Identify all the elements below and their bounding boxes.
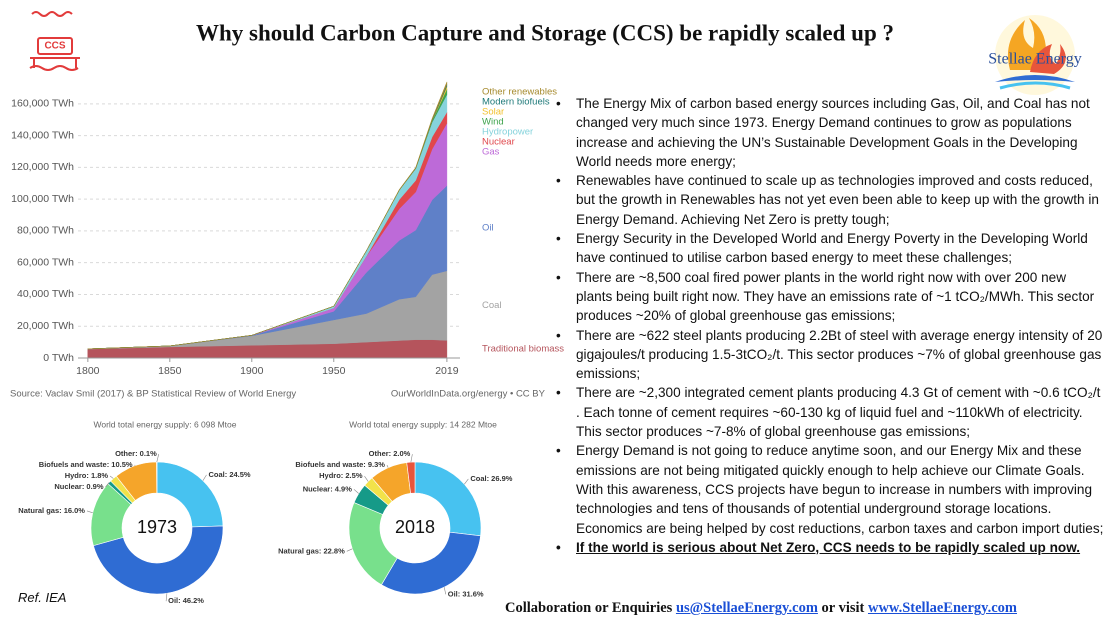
- x-tick-label: 1900: [240, 365, 264, 377]
- bullet: There are ~8,500 coal fired power plants…: [556, 268, 1106, 326]
- series-label: Coal: [482, 300, 502, 311]
- slice-label: Natural gas: 22.8%: [278, 546, 345, 555]
- leader-line: [105, 482, 110, 488]
- reference: Ref. IEA: [18, 590, 67, 605]
- pie-center-label: 1973: [137, 517, 177, 537]
- slice-label: Biofuels and waste: 9.3%: [295, 460, 385, 469]
- leader-line: [156, 453, 160, 463]
- bullet: The Energy Mix of carbon based energy so…: [556, 94, 1106, 171]
- x-tick-label: 2019: [435, 365, 459, 377]
- series-label: Modern biofuels: [482, 97, 550, 108]
- chart-credit: OurWorldInData.org/energy • CC BY: [391, 389, 546, 400]
- y-tick-label: 80,000 TWh: [17, 225, 74, 237]
- series-label: Oil: [482, 223, 494, 234]
- footer-text: Collaboration or Enquiries: [505, 600, 673, 616]
- pie-title: World total energy supply: 14 282 Mtoe: [349, 419, 497, 429]
- pie-slice: [380, 531, 481, 595]
- slice-label: Nuclear: 0.9%: [54, 482, 104, 491]
- series-label: Nuclear: [482, 137, 515, 148]
- series-label: Wind: [482, 117, 504, 128]
- y-tick-label: 100,000 TWh: [11, 193, 74, 205]
- y-tick-label: 140,000 TWh: [11, 129, 74, 141]
- series-label: Other renewables: [482, 87, 557, 98]
- leader-line: [353, 489, 359, 494]
- leader-line: [134, 464, 136, 466]
- leader-line: [464, 478, 469, 485]
- pie-slice: [156, 461, 224, 528]
- pie-title: World total energy supply: 6 098 Mtoe: [93, 419, 236, 429]
- footer-text: or visit: [821, 600, 865, 616]
- bullet: There are ~2,300 integrated cement plant…: [556, 383, 1106, 441]
- series-label: Solar: [482, 107, 504, 118]
- slice-label: Hydro: 1.8%: [65, 471, 109, 480]
- email-link[interactable]: us@StellaeEnergy.com: [675, 600, 818, 616]
- bullet-list: The Energy Mix of carbon based energy so…: [548, 94, 1106, 584]
- area-series: [87, 81, 448, 350]
- bullet: Renewables have continued to scale up as…: [556, 171, 1106, 229]
- logo: [995, 15, 1075, 95]
- slice-label: Biofuels and waste: 10.5%: [39, 460, 133, 469]
- leader-line: [364, 475, 369, 482]
- slice-label: Hydro: 2.5%: [319, 471, 363, 480]
- leader-line: [86, 510, 93, 514]
- leader-line: [386, 465, 389, 468]
- series-label: Gas: [482, 147, 500, 158]
- leader-line: [346, 548, 353, 552]
- y-tick-label: 20,000 TWh: [17, 320, 74, 332]
- leader-line: [165, 593, 168, 602]
- logo-text: Stellae Energy: [988, 51, 1081, 68]
- y-tick-label: 120,000 TWh: [11, 161, 74, 173]
- icon-text: CCS: [44, 41, 65, 52]
- y-tick-label: 0 TWh: [43, 352, 74, 364]
- bullet: There are ~622 steel plants producing 2.…: [556, 326, 1106, 384]
- chart-source: Source: Vaclav Smil (2017) & BP Statisti…: [10, 389, 296, 400]
- slice-label: Other: 0.1%: [115, 449, 157, 458]
- series-label: Traditional biomass: [482, 344, 564, 355]
- leader-line: [202, 474, 207, 481]
- x-tick-label: 1950: [322, 365, 346, 377]
- leader-line: [109, 475, 114, 479]
- slice-label: Other: 2.0%: [369, 449, 411, 458]
- y-tick-label: 160,000 TWh: [11, 98, 74, 110]
- slice-label: Oil: 46.2%: [168, 596, 204, 605]
- website-link[interactable]: www.StellaeEnergy.com: [867, 600, 1017, 616]
- y-tick-label: 60,000 TWh: [17, 256, 74, 268]
- leader-line: [410, 454, 413, 463]
- slice-label: Oil: 31.6%: [448, 589, 484, 598]
- pie-center-label: 2018: [395, 517, 435, 537]
- pie-slice: [93, 525, 224, 595]
- x-tick-label: 1800: [76, 365, 100, 377]
- ccs-icon: [29, 11, 80, 71]
- bullet: If the world is serious about Net Zero, …: [556, 538, 1106, 558]
- slice-label: Coal: 26.9%: [470, 474, 512, 483]
- slice-label: Natural gas: 16.0%: [18, 506, 85, 515]
- x-tick-label: 1850: [158, 365, 182, 377]
- pie-slice: [406, 461, 416, 494]
- slide-title: Why should Carbon Capture and Storage (C…: [196, 20, 894, 45]
- footer: Collaboration or Enquiries us@StellaeEne…: [505, 600, 1105, 617]
- slice-label: Coal: 24.5%: [208, 470, 250, 479]
- slice-label: Nuclear: 4.9%: [303, 484, 353, 493]
- y-tick-label: 40,000 TWh: [17, 288, 74, 300]
- leader-line: [443, 587, 447, 595]
- pie-slice: [414, 461, 482, 537]
- bullet: Energy Security in the Developed World a…: [556, 229, 1106, 268]
- bullet: Energy Demand is not going to reduce any…: [556, 441, 1106, 537]
- series-label: Hydropower: [482, 127, 533, 138]
